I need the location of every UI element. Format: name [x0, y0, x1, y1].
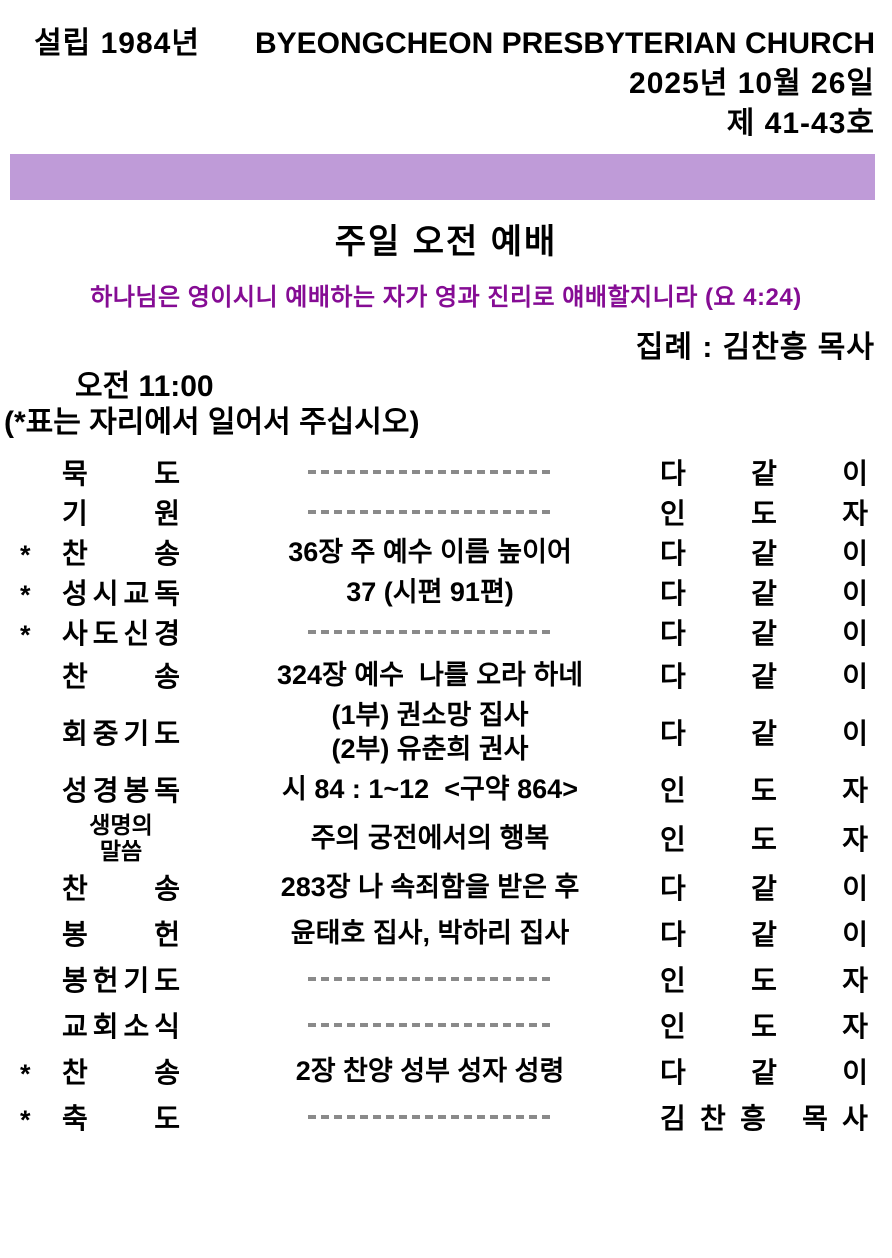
stand-asterisk: * — [20, 579, 31, 610]
order-item-content: 36장 주 예수 이름 높이어 — [288, 537, 572, 567]
dash-leader-line — [307, 510, 553, 514]
worship-order-row: 생명의 말씀 주의 궁전에서의 행복 인 도 자 — [20, 812, 868, 864]
stand-asterisk — [20, 509, 62, 515]
order-item-content — [200, 977, 660, 981]
stand-asterisk — [20, 672, 62, 678]
stand-asterisk — [20, 729, 62, 735]
order-item-label-line: 말씀 — [99, 838, 143, 864]
order-item-content — [200, 510, 660, 514]
stand-asterisk — [20, 884, 62, 890]
worship-order-row: 찬 송 324장 예수 나를 오라 하네 다 같 이 — [20, 652, 868, 698]
worship-order-row: 봉 헌 윤태호 집사, 박하리 집사 다 같 이 — [20, 910, 868, 956]
dash-leader-line — [307, 977, 553, 981]
order-item-content: 2장 찬양 성부 성자 성령 — [295, 1056, 565, 1086]
issue-date: 2025년 10월 26일 — [629, 67, 875, 100]
stand-asterisk — [20, 835, 62, 841]
stand-asterisk — [20, 1022, 62, 1028]
stand-asterisk: * — [20, 619, 31, 650]
order-item-content: 37 (시편 91편) — [346, 577, 514, 607]
worship-order-row: * 사 도 신 경 다 같 이 — [20, 612, 868, 652]
purple-banner — [10, 154, 875, 200]
order-item-label-line: 생명의 — [89, 812, 153, 838]
stand-asterisk: * — [20, 539, 31, 570]
order-item-content: 시 84 : 1~12 <구약 864> — [282, 774, 578, 804]
stand-asterisk — [20, 930, 62, 936]
worship-order-row: * 찬 송 2장 찬양 성부 성자 성령 다 같 이 — [20, 1048, 868, 1094]
order-item-content: 윤태호 집사, 박하리 집사 — [290, 918, 570, 948]
stand-asterisk — [20, 976, 62, 982]
order-item-content: 324장 예수 나를 오라 하네 — [276, 660, 584, 690]
dash-leader-line — [307, 470, 553, 474]
service-time: 오전 11:00 — [75, 370, 214, 403]
worship-order-row: * 찬 송 36장 주 예수 이름 높이어 다 같 이 — [20, 532, 868, 572]
worship-order-row: * 성 시 교 독 37 (시편 91편) 다 같 이 — [20, 572, 868, 612]
founded-year: 설립 1984년 — [34, 27, 200, 60]
order-item-content: 주의 궁전에서의 행복 — [310, 823, 550, 853]
order-item-content: (1부) 권소망 집사 (2부) 유춘희 권사 — [200, 698, 660, 766]
order-item-content-line: (1부) 권소망 집사 — [331, 700, 529, 730]
header: 설립 1984년 BYEONGCHEON PRESBYTERIAN CHURCH … — [0, 24, 892, 144]
stand-asterisk: * — [20, 1058, 31, 1089]
church-name: BYEONGCHEON PRESBYTERIAN CHURCH — [254, 27, 875, 60]
order-item-label: 생명의 말씀 — [62, 812, 180, 864]
stand-asterisk — [20, 786, 62, 792]
order-item-content: 283장 나 속죄함을 받은 후 — [280, 872, 580, 902]
worship-order-table: 묵 도 다 같 이 기 원 인 도 자 * 찬 송 36장 주 예수 이름 높이어 다 같 이 * 성 시 교 독 37 (… — [0, 452, 892, 1140]
worship-order-row: 회 중 기 도 (1부) 권소망 집사 (2부) 유춘희 권사 다 같 이 — [20, 698, 868, 766]
officiant-line: 집례 : 김찬흥 목사 — [635, 331, 875, 364]
header-top-line: 설립 1984년 BYEONGCHEON PRESBYTERIAN CHURCH — [0, 24, 875, 64]
dash-leader-line — [307, 1115, 553, 1119]
dash-leader-line — [307, 630, 553, 634]
order-item-content — [200, 1023, 660, 1027]
scripture-verse: 하나님은 영이시니 예배하는 자가 영과 진리로 얘배할지니라 (요 4:24) — [90, 284, 802, 311]
dash-leader-line — [307, 1023, 553, 1027]
stand-asterisk: * — [20, 1104, 31, 1135]
order-item-content — [200, 470, 660, 474]
stand-asterisk — [20, 469, 62, 475]
issue-number: 제 41-43호 — [726, 107, 875, 140]
service-title: 주일 오전 예배 — [334, 223, 558, 261]
order-item-content-line: (2부) 유춘희 권사 — [331, 734, 529, 764]
order-item-content — [200, 630, 660, 634]
order-item-content — [200, 1115, 660, 1119]
stand-note: (*표는 자리에서 일어서 주십시오) — [4, 406, 420, 439]
